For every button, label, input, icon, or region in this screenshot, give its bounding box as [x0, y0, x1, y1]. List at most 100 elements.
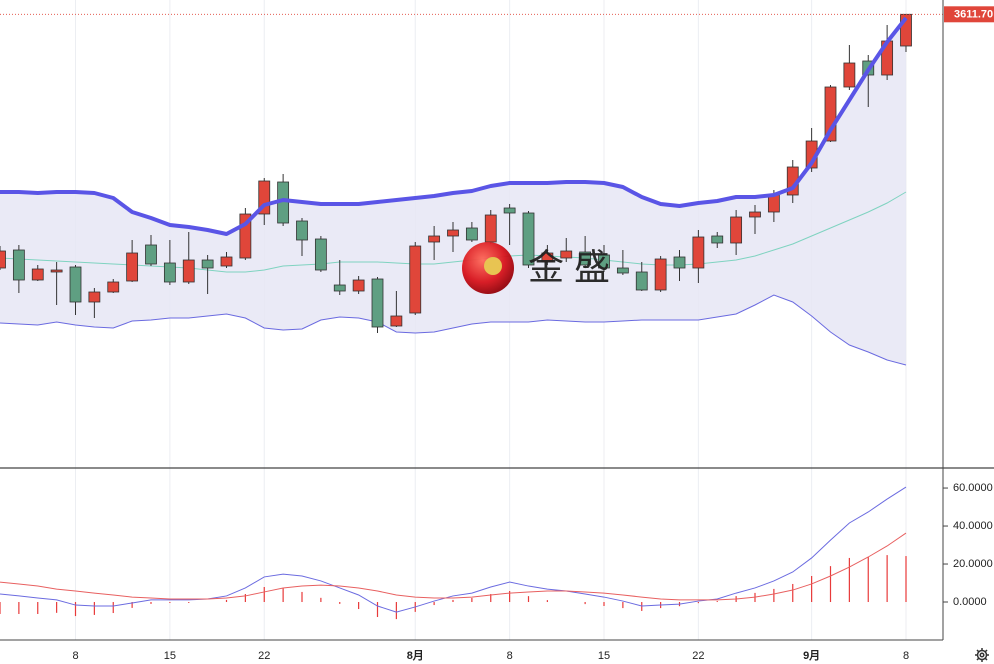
- candle-body: [824, 86, 837, 142]
- candle-body: [409, 245, 422, 314]
- histogram-bar: [433, 602, 435, 606]
- candle-body: [730, 216, 743, 244]
- last-price-badge: [944, 6, 994, 23]
- histogram-bar: [244, 594, 246, 603]
- candle-body: [12, 249, 25, 281]
- x-tick-label: 8月: [407, 649, 424, 662]
- x-tick-label: 15: [598, 650, 610, 662]
- y-tick-label: 20.0000: [953, 558, 993, 570]
- candle-body: [503, 207, 516, 214]
- x-tick-label: 8: [507, 650, 513, 662]
- candle-body: [0, 250, 6, 269]
- histogram-bar: [622, 602, 624, 609]
- candle-body: [107, 281, 120, 293]
- macd-line: [0, 532, 907, 601]
- histogram-bar: [527, 596, 530, 603]
- histogram-bar: [131, 602, 133, 608]
- histogram-bar: [867, 556, 869, 603]
- logo-coin: [484, 257, 502, 275]
- candle-body: [843, 62, 856, 88]
- candle-body: [31, 268, 44, 281]
- histogram-bar: [490, 594, 492, 603]
- histogram-bar: [829, 566, 832, 603]
- y-tick-label: 60.0000: [953, 482, 993, 494]
- candle-body: [220, 256, 233, 267]
- logo-text: 金 盛: [528, 247, 610, 288]
- histogram-bar: [773, 588, 775, 603]
- histogram-bar: [37, 602, 39, 614]
- candle-body: [560, 250, 573, 259]
- histogram-bar: [584, 602, 586, 605]
- candle-body: [654, 258, 667, 291]
- histogram-bar: [225, 599, 228, 603]
- candle-body: [522, 212, 535, 266]
- candle-body: [428, 235, 441, 243]
- histogram-bar: [112, 602, 114, 614]
- histogram-bar: [93, 602, 95, 615]
- histogram-bar: [150, 602, 152, 604]
- candle-body: [635, 271, 648, 291]
- histogram-bar: [697, 602, 699, 604]
- x-tick-label: 15: [164, 650, 176, 662]
- candle-body: [145, 244, 157, 265]
- y-tick-label: 0.0000: [953, 596, 987, 608]
- axes: 8 15 22 8月 8 15 22 9月 8 3611.70 0.0000 20.0000 40.00…: [72, 6, 994, 662]
- x-tick-label: 8: [72, 650, 78, 662]
- x-tick-label: 22: [692, 650, 704, 662]
- candle-body: [465, 227, 478, 241]
- histogram-bar: [301, 591, 303, 603]
- histogram-bar: [188, 602, 190, 603]
- candle-body: [163, 262, 176, 283]
- macd-line: [0, 486, 907, 613]
- last-price-label: 3611.70: [954, 9, 993, 21]
- x-tick-label: 22: [258, 650, 270, 662]
- histogram-bar: [792, 583, 794, 603]
- candle-body: [126, 252, 139, 282]
- band-upper: [0, 16, 908, 236]
- histogram-bar: [339, 602, 341, 604]
- macd-panel: [0, 486, 907, 620]
- histogram-bar: [509, 590, 511, 603]
- candle-body: [50, 269, 63, 273]
- histogram-bar: [358, 602, 360, 610]
- settings-icon[interactable]: [975, 648, 989, 662]
- histogram-bar: [263, 587, 265, 603]
- candle-body: [749, 211, 761, 218]
- candle-body: [579, 251, 592, 266]
- candle-body: [333, 284, 346, 292]
- candle-body: [258, 180, 271, 215]
- histogram-bar: [886, 555, 888, 603]
- histogram-bar: [471, 598, 473, 603]
- histogram-bar: [395, 602, 397, 620]
- candle-body: [69, 266, 82, 303]
- histogram-bar: [18, 602, 20, 614]
- watermark: 金 盛: [462, 242, 610, 294]
- candle-body: [711, 235, 724, 244]
- band-lower: [0, 294, 907, 366]
- candle-body: [673, 256, 686, 269]
- candle-body: [390, 315, 403, 327]
- candle-body: [541, 252, 554, 263]
- histogram-bar: [0, 602, 1, 614]
- candle-body: [352, 279, 365, 292]
- candle-body: [314, 238, 327, 271]
- histogram-bar: [603, 602, 605, 606]
- histogram-bar: [848, 557, 850, 603]
- candle-body: [296, 220, 308, 241]
- y-tick-label: 40.0000: [953, 520, 993, 532]
- histogram-bar: [376, 602, 379, 618]
- candle-body: [201, 259, 214, 269]
- candle-body: [371, 278, 384, 328]
- candle-body: [616, 267, 629, 274]
- candle-body: [484, 214, 497, 243]
- histogram-bar: [56, 602, 58, 613]
- candle-body: [598, 254, 610, 269]
- candle-body: [88, 291, 101, 303]
- x-tick-label: 9月: [803, 649, 820, 662]
- candle-body: [182, 259, 195, 283]
- price-panel: [0, 13, 943, 366]
- candle-body: [239, 213, 252, 259]
- histogram-bar: [320, 597, 322, 603]
- candle-body: [767, 194, 780, 213]
